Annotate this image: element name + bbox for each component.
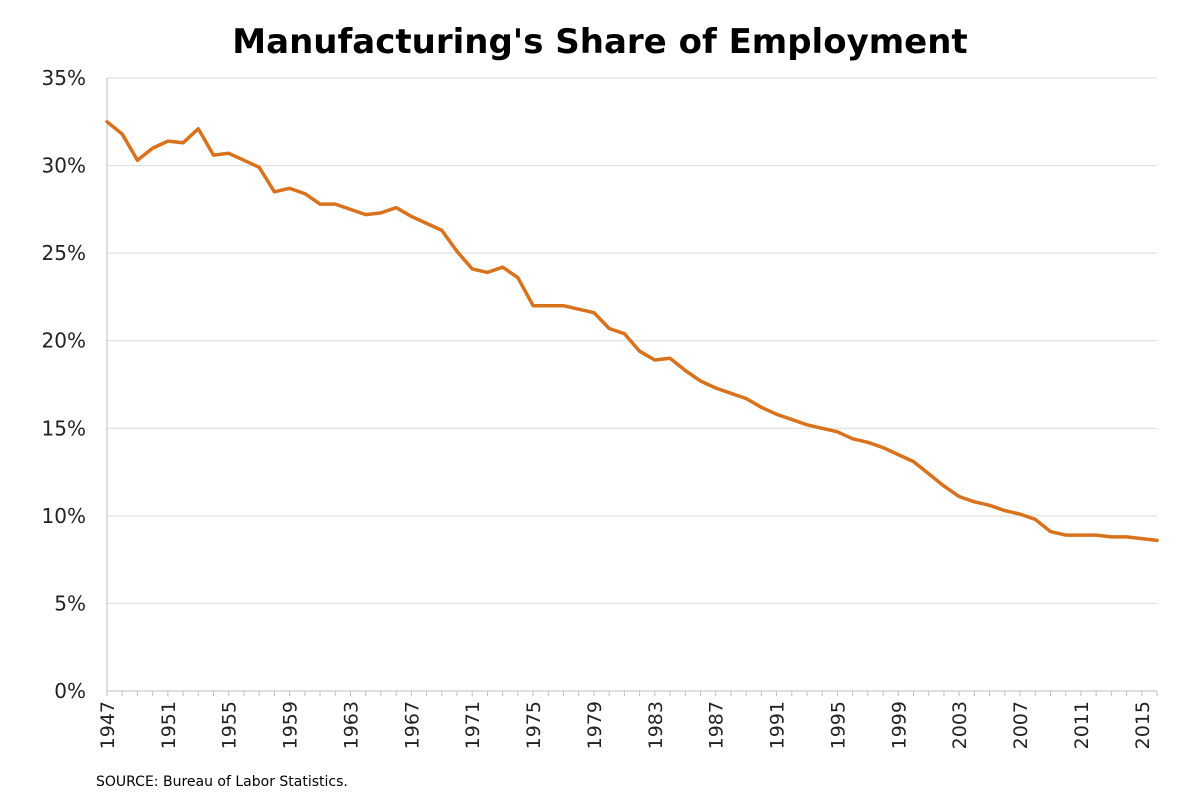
x-tick-label: 2007 (1010, 701, 1032, 749)
x-tick-label: 1983 (645, 701, 667, 749)
x-tick-labels: 1947 1951 1955 1959 1963 1967 1971 1975 1979 1983… (97, 701, 1154, 749)
axes (106, 78, 1158, 696)
x-tick-label: 1979 (584, 701, 606, 749)
y-tick-label: 5% (54, 591, 86, 615)
gridlines (107, 77, 1157, 604)
y-tick-label: 35% (42, 66, 86, 90)
x-tick-label: 1987 (706, 701, 728, 749)
x-tick-label: 1971 (462, 701, 484, 749)
x-tick-label: 1975 (523, 701, 545, 749)
x-tick-label: 1995 (827, 701, 849, 749)
x-tick-label: 1951 (158, 701, 180, 749)
y-tick-label: 30% (42, 154, 86, 178)
x-tick-label: 2015 (1132, 701, 1154, 749)
x-tick-label: 1959 (280, 701, 302, 749)
series-line (105, 120, 1159, 543)
y-tick-labels: 0% 5% 10% 15% 20% 25% 30% 35% (42, 66, 86, 703)
x-tick-label: 1967 (401, 701, 423, 749)
x-tick-label: 2003 (949, 701, 971, 749)
chart-title: Manufacturing's Share of Employment (232, 22, 968, 62)
y-tick-label: 0% (54, 679, 86, 703)
x-tick-label: 1955 (219, 701, 241, 749)
y-tick-label: 15% (42, 416, 86, 440)
x-tick-label: 1991 (767, 701, 789, 749)
source-note: SOURCE: Bureau of Labor Statistics. (96, 774, 348, 790)
x-tick-label: 1963 (340, 701, 362, 749)
x-tick-label: 1999 (888, 701, 910, 749)
y-tick-label: 10% (42, 504, 86, 528)
series-layer (105, 120, 1159, 543)
y-tick-label: 20% (42, 329, 86, 353)
x-tick-label: 1947 (97, 701, 119, 749)
y-tick-label: 25% (42, 241, 86, 265)
x-tick-label: 2011 (1071, 701, 1093, 749)
